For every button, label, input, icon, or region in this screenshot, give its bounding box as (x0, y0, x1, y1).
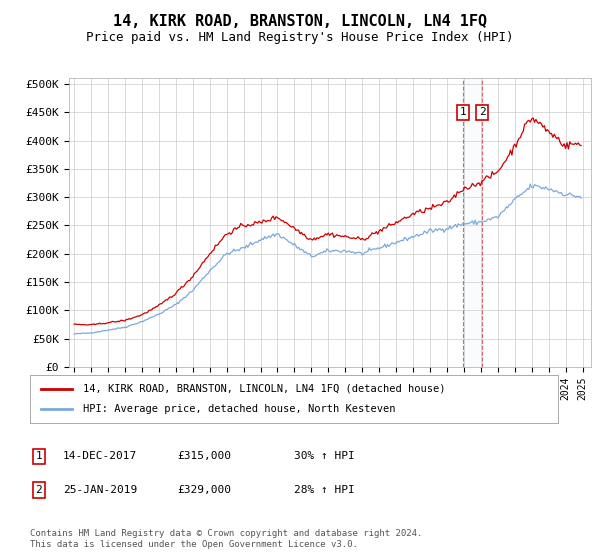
Text: 1: 1 (460, 108, 466, 118)
Text: Contains HM Land Registry data © Crown copyright and database right 2024.
This d: Contains HM Land Registry data © Crown c… (30, 529, 422, 549)
Text: 25-JAN-2019: 25-JAN-2019 (63, 485, 137, 495)
Text: Price paid vs. HM Land Registry's House Price Index (HPI): Price paid vs. HM Land Registry's House … (86, 31, 514, 44)
Text: 2: 2 (479, 108, 485, 118)
Text: £315,000: £315,000 (177, 451, 231, 461)
Text: 30% ↑ HPI: 30% ↑ HPI (294, 451, 355, 461)
Text: 14, KIRK ROAD, BRANSTON, LINCOLN, LN4 1FQ (detached house): 14, KIRK ROAD, BRANSTON, LINCOLN, LN4 1F… (83, 384, 445, 394)
Text: 28% ↑ HPI: 28% ↑ HPI (294, 485, 355, 495)
Bar (463, 78, 482, 367)
Text: 14-DEC-2017: 14-DEC-2017 (63, 451, 137, 461)
Text: 1: 1 (35, 451, 43, 461)
Text: £329,000: £329,000 (177, 485, 231, 495)
Text: 14, KIRK ROAD, BRANSTON, LINCOLN, LN4 1FQ: 14, KIRK ROAD, BRANSTON, LINCOLN, LN4 1F… (113, 14, 487, 29)
Text: HPI: Average price, detached house, North Kesteven: HPI: Average price, detached house, Nort… (83, 404, 395, 414)
Text: 2: 2 (35, 485, 43, 495)
